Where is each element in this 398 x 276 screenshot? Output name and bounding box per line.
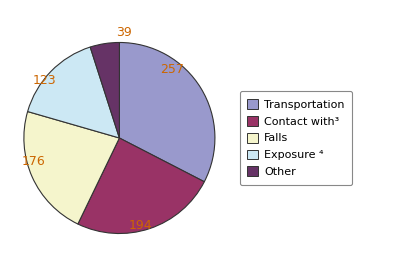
Wedge shape bbox=[90, 43, 119, 138]
Wedge shape bbox=[27, 47, 119, 138]
Wedge shape bbox=[78, 138, 204, 233]
Text: 257: 257 bbox=[160, 63, 184, 76]
Text: 39: 39 bbox=[116, 26, 132, 39]
Text: 123: 123 bbox=[33, 74, 57, 87]
Wedge shape bbox=[119, 43, 215, 182]
Wedge shape bbox=[24, 112, 119, 224]
Text: 194: 194 bbox=[129, 219, 152, 232]
Legend: Transportation, Contact with³, Falls, Exposure ⁴, Other: Transportation, Contact with³, Falls, Ex… bbox=[240, 91, 352, 185]
Text: 176: 176 bbox=[21, 155, 45, 168]
